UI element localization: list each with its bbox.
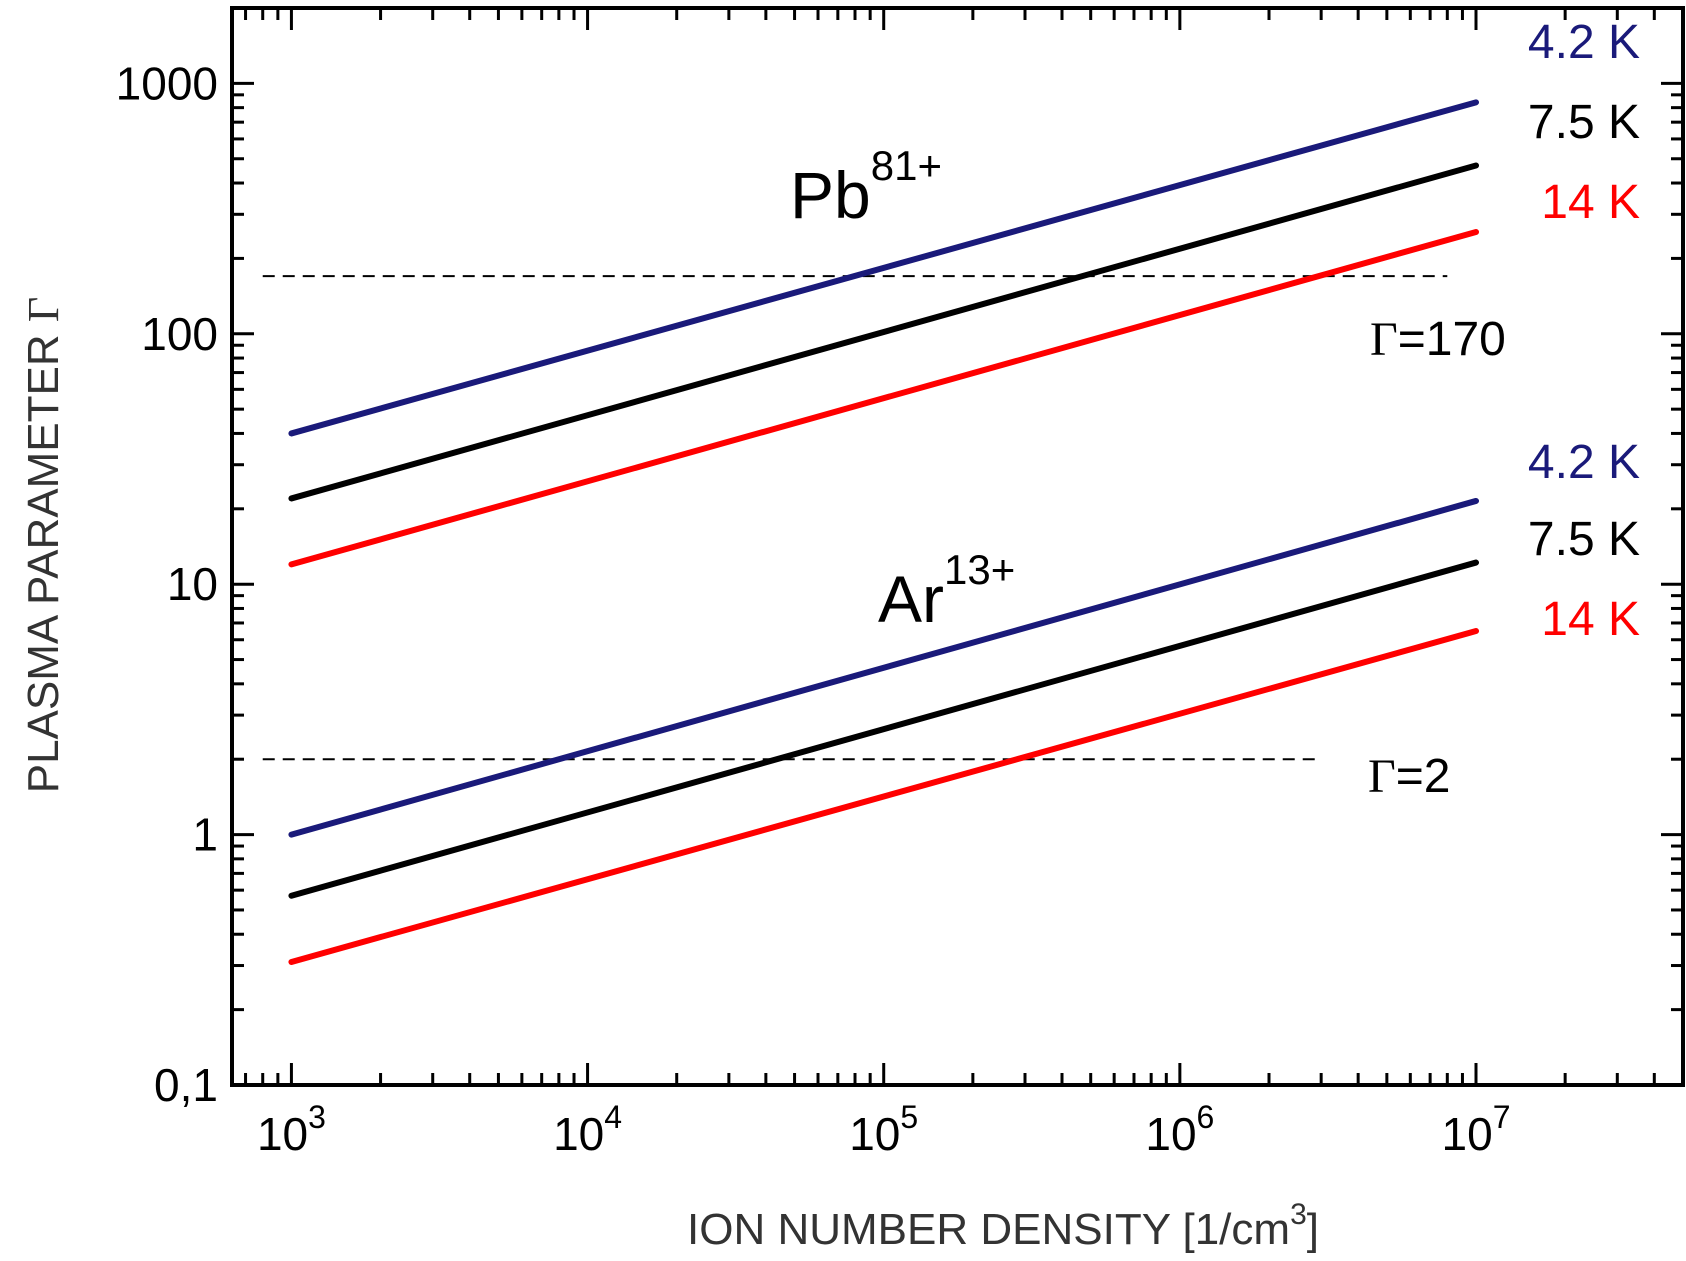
series-lines [288, 99, 1480, 965]
x-tick-label: 104 [553, 1099, 622, 1160]
reference-labels: Γ=170 Γ=2 [1368, 313, 1506, 803]
ion-labels: Pb81+ Ar13+ [790, 142, 1015, 636]
reference-label: Γ=170 [1370, 313, 1506, 366]
series-line-ar [288, 628, 1480, 965]
series-line-pb [288, 228, 1480, 568]
series-line-ar [288, 559, 1480, 899]
series-line-ar [288, 497, 1480, 838]
y-tick-label: 100 [141, 308, 218, 360]
x-axis-title: ION NUMBER DENSITY [1/cm3] [687, 1198, 1319, 1254]
reference-lines [262, 275, 1448, 761]
y-tick-label: 10 [167, 558, 218, 610]
plot-frame [230, 6, 1685, 1087]
series-line-pb [288, 99, 1480, 437]
series-line-pb [288, 162, 1480, 502]
series-label: 14 K [1541, 176, 1640, 229]
series-label: 4.2 K [1528, 16, 1640, 69]
x-tick-label: 106 [1145, 1099, 1214, 1160]
x-tick-label: 107 [1442, 1099, 1511, 1160]
series-labels: 4.2 K 7.5 K 14 K 4.2 K 7.5 K 14 K [1528, 16, 1640, 646]
reference-label: Γ=2 [1368, 750, 1450, 803]
series-label: 7.5 K [1528, 96, 1640, 149]
y-tick-label: 1 [192, 809, 218, 861]
y-tick-label: 0,1 [154, 1059, 218, 1111]
series-label: 4.2 K [1528, 436, 1640, 489]
ion-label-pb: Pb81+ [790, 142, 942, 232]
x-tick-label: 105 [849, 1099, 918, 1160]
tick-labels: 103 104 105 106 107 0,1 1 10 100 1000 [116, 57, 1511, 1160]
x-tick-label: 103 [257, 1099, 326, 1160]
y-axis-title-gamma: Γ [19, 297, 68, 322]
series-label: 7.5 K [1528, 513, 1640, 566]
series-label: 14 K [1541, 593, 1640, 646]
y-tick-label: 1000 [116, 57, 218, 109]
ion-label-ar: Ar13+ [878, 546, 1015, 636]
x-axis-title-superscript: 3 [1290, 1198, 1307, 1231]
y-axis-title: PLASMA PARAMETER Γ [19, 297, 68, 794]
